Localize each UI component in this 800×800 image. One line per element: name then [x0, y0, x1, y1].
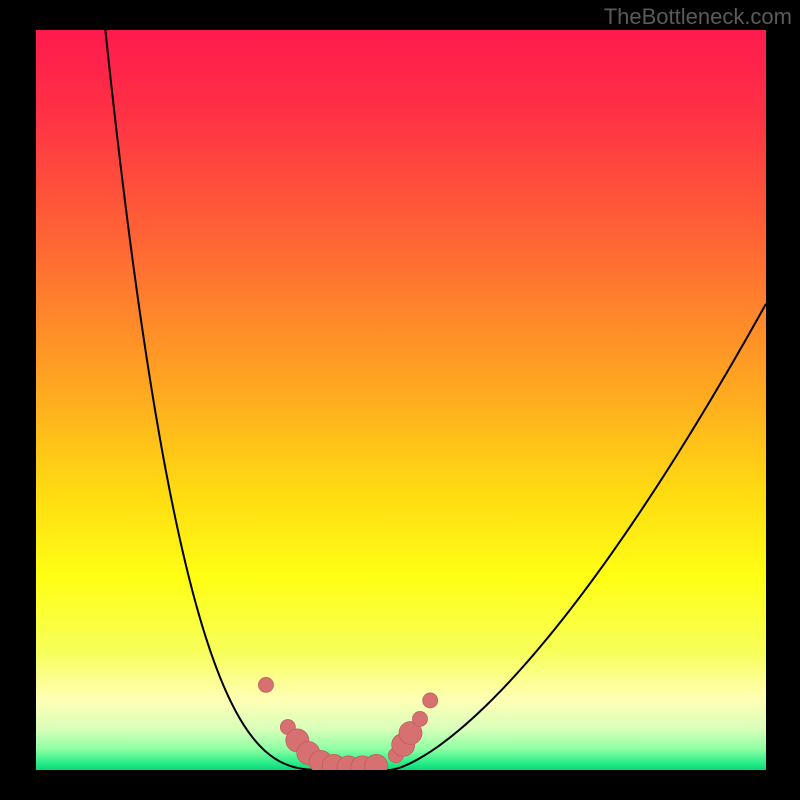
data-marker: [412, 711, 427, 726]
data-marker: [423, 693, 438, 708]
watermark-text: TheBottleneck.com: [604, 4, 792, 30]
stage: TheBottleneck.com: [0, 0, 800, 800]
bottleneck-chart: [0, 0, 800, 800]
chart-gradient-background: [36, 30, 766, 770]
data-marker: [258, 677, 273, 692]
